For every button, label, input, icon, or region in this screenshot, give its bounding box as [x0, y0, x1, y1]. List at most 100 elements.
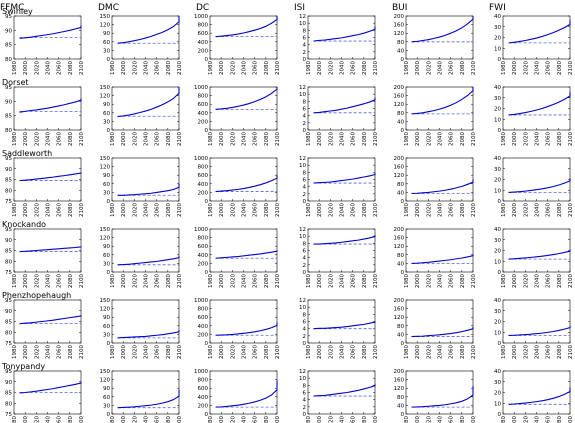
y-tick-label: 90 — [5, 309, 12, 315]
projection-line — [117, 256, 180, 266]
y-tick-label: 60 — [103, 182, 110, 188]
panel-dc-phenzhopehaugh: 0 200 400 600 800 1000 1980 2000 2020 2040 2060 208… — [194, 298, 281, 359]
y-tick-label: 10 — [299, 305, 306, 311]
axes-frame — [209, 228, 278, 273]
y-tick-label: 40 — [494, 14, 501, 20]
x-tick-label: 2000 — [121, 203, 127, 217]
x-tick-label: 1980 — [404, 61, 410, 75]
x-tick-label: 2020 — [523, 61, 529, 75]
x-tick-label: 1980 — [404, 274, 410, 288]
x-tick-label: 2020 — [230, 345, 236, 359]
x-tick-label: 2060 — [546, 132, 552, 146]
y-tick-label: 120 — [394, 31, 405, 37]
x-tick-label: 1980 — [306, 61, 312, 75]
x-tick-label: 2020 — [426, 203, 432, 217]
x-tick-label: 2040 — [242, 345, 248, 359]
x-tick-label: 2100 — [568, 416, 574, 423]
projection-line — [19, 315, 82, 325]
y-tick-label: 8 — [303, 28, 307, 34]
x-tick-label: 2080 — [460, 345, 466, 359]
x-tick-label: 2100 — [79, 416, 85, 423]
y-tick-label: 20 — [494, 249, 501, 255]
x-tick-label: 2000 — [23, 416, 29, 423]
x-tick-label: 2060 — [449, 274, 455, 288]
y-tick-label: 40 — [494, 227, 501, 233]
x-tick-label: 2040 — [144, 203, 150, 217]
x-tick-label: 2100 — [471, 61, 477, 75]
x-tick-label: 2100 — [177, 416, 183, 423]
x-tick-label: 2020 — [426, 61, 432, 75]
x-tick-label: 1980 — [404, 345, 410, 359]
x-tick-label: 2020 — [328, 274, 334, 288]
y-tick-label: 4 — [303, 114, 307, 120]
x-tick-label: 2080 — [460, 61, 466, 75]
y-tick-label: 40 — [397, 261, 404, 267]
x-tick-label: 2040 — [438, 203, 444, 217]
x-tick-label: 2100 — [471, 132, 477, 146]
x-tick-label: 2100 — [275, 274, 281, 288]
x-tick-label: 2080 — [264, 345, 270, 359]
x-tick-label: 2060 — [546, 274, 552, 288]
projection-line — [411, 87, 474, 115]
x-tick-label: 2080 — [362, 132, 368, 146]
x-tick-label: 2020 — [34, 203, 40, 217]
x-tick-label: 2020 — [328, 203, 334, 217]
x-tick-label: 2100 — [177, 132, 183, 146]
y-tick-label: 85 — [5, 114, 12, 120]
y-tick-label: 4 — [303, 185, 307, 191]
x-tick-label: 2020 — [34, 274, 40, 288]
y-tick-label: 0 — [205, 270, 209, 276]
x-tick-label: 2100 — [568, 61, 574, 75]
x-tick-label: 2020 — [132, 61, 138, 75]
y-tick-label: 0 — [107, 412, 111, 418]
x-tick-label: 2080 — [264, 203, 270, 217]
y-tick-label: 40 — [494, 85, 501, 91]
x-tick-label: 2000 — [317, 132, 323, 146]
y-tick-label: 800 — [198, 307, 209, 313]
x-tick-label: 2000 — [317, 274, 323, 288]
y-tick-label: 30 — [494, 380, 501, 386]
y-tick-label: 600 — [198, 102, 209, 108]
x-tick-label: 1980 — [404, 132, 410, 146]
x-tick-label: 2080 — [264, 61, 270, 75]
x-tick-label: 1980 — [208, 274, 214, 288]
y-tick-label: 120 — [394, 102, 405, 108]
x-tick-label: 1980 — [501, 61, 507, 75]
x-tick-label: 2000 — [121, 61, 127, 75]
column-header-dmc: DMC — [98, 3, 119, 13]
projection-line — [19, 381, 82, 394]
x-tick-label: 2080 — [557, 132, 563, 146]
panel-dmc-dorset: 0 30 60 90 120 150 1980 2000 2020 2040 2060 2080 210… — [100, 85, 184, 146]
x-tick-label: 2020 — [523, 203, 529, 217]
y-tick-label: 120 — [394, 315, 405, 321]
x-tick-label: 2040 — [438, 345, 444, 359]
projection-line — [215, 250, 278, 259]
x-tick-label: 1980 — [501, 345, 507, 359]
x-tick-label: 2080 — [166, 274, 172, 288]
y-tick-label: 0 — [401, 341, 405, 347]
y-tick-label: 20 — [494, 107, 501, 113]
y-tick-label: 600 — [198, 386, 209, 392]
y-tick-label: 10 — [494, 330, 501, 336]
y-tick-label: 6 — [303, 320, 307, 326]
x-tick-label: 2020 — [230, 61, 236, 75]
panel-ffmc-saddleworth: Saddleworth 75 80 85 90 95 1980 2000 2020 2040 206… — [2, 149, 85, 217]
panel-bui-swinley: 0 40 80 120 160 200 1980 2000 2020 2040 2060 2080 21… — [394, 14, 478, 75]
x-tick-label: 2000 — [317, 345, 323, 359]
panel-dc-swinley: 0 200 400 600 800 1000 1980 2000 2020 2040 2060 208… — [194, 14, 281, 75]
y-tick-label: 8 — [303, 99, 307, 105]
x-tick-label: 2000 — [415, 203, 421, 217]
panel-bui-dorset: 0 40 80 120 160 200 1980 2000 2020 2040 2060 2080 21… — [394, 85, 478, 146]
projection-line — [313, 321, 376, 330]
x-tick-label: 2040 — [242, 416, 248, 423]
x-tick-label: 1980 — [501, 132, 507, 146]
y-tick-label: 0 — [303, 128, 307, 134]
y-tick-label: 12 — [299, 14, 306, 20]
x-tick-label: 2000 — [23, 61, 29, 75]
y-tick-label: 80 — [397, 40, 404, 46]
x-tick-label: 1980 — [12, 274, 18, 288]
x-tick-label: 2000 — [317, 61, 323, 75]
axes-frame — [502, 157, 571, 202]
panel-ffmc-knockando: Knockando 75 80 85 90 95 1980 2000 2020 2040 2060 2… — [2, 220, 85, 288]
